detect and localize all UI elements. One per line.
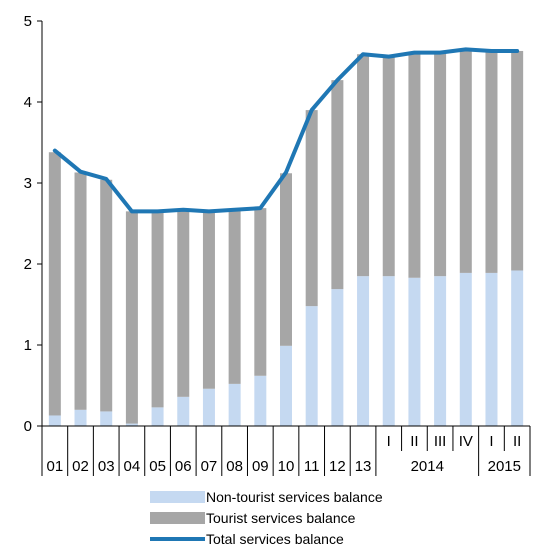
bar-tourist	[228, 210, 241, 384]
legend-label: Total services balance	[206, 531, 344, 547]
bars	[48, 49, 524, 426]
bar-non-tourist	[48, 415, 61, 426]
x-tick-label: 12	[329, 458, 346, 475]
bar-tourist	[331, 80, 344, 290]
bar-non-tourist	[357, 276, 370, 426]
bar-non-tourist	[74, 409, 87, 426]
y-tick-label: 4	[24, 94, 32, 111]
legend-swatch	[150, 512, 205, 524]
bar-tourist	[459, 49, 472, 273]
bar-non-tourist	[331, 289, 344, 426]
x-tick-label: 07	[201, 458, 218, 475]
total-services-line	[52, 47, 520, 214]
bar-tourist	[305, 110, 318, 307]
bar-tourist	[74, 172, 87, 410]
bar-tourist	[202, 212, 215, 389]
bar-non-tourist	[202, 388, 215, 426]
x-tick-label: II	[513, 433, 521, 450]
bar-non-tourist	[434, 276, 447, 426]
x-tick-label: 02	[72, 458, 89, 475]
bar-tourist	[280, 173, 292, 346]
bar-tourist	[48, 152, 61, 416]
bar-tourist	[177, 210, 190, 397]
bar-non-tourist	[151, 407, 164, 426]
bar-non-tourist	[511, 270, 524, 426]
x-tick-label: I	[387, 433, 391, 450]
y-tick-label: 2	[24, 256, 32, 273]
x-tick-label: 01	[46, 458, 63, 475]
bar-non-tourist	[459, 272, 472, 426]
bar-tourist	[125, 211, 138, 424]
legend-swatch	[150, 491, 205, 503]
x-tick-label: 04	[124, 458, 141, 475]
x-tick-label: 05	[149, 458, 166, 475]
bar-tourist	[382, 56, 395, 277]
bar-non-tourist	[485, 272, 498, 426]
x-tick-label: 09	[252, 458, 269, 475]
x-tick-label: 08	[226, 458, 243, 475]
bar-tourist	[511, 50, 524, 271]
x-group-label: 2015	[488, 458, 521, 475]
y-tick-label: 0	[24, 418, 32, 435]
y-tick-label: 1	[24, 337, 32, 354]
bar-tourist	[254, 208, 267, 376]
x-tick-label: IV	[459, 433, 473, 450]
bar-non-tourist	[305, 306, 318, 426]
x-tick-label: 11	[304, 458, 320, 475]
x-tick-label: II	[410, 433, 418, 450]
bar-non-tourist	[228, 383, 241, 426]
legend-label: Non-tourist services balance	[206, 489, 383, 505]
bar-non-tourist	[254, 375, 267, 426]
y-tick-label: 5	[24, 13, 32, 30]
bar-non-tourist	[100, 411, 113, 426]
bar-non-tourist	[408, 277, 421, 426]
total-line	[52, 47, 520, 214]
x-tick-label: 06	[175, 458, 192, 475]
x-axis: 01 02 03 04 05 06 07 08 09 10 11 12 13I II III IV I II201…	[41, 425, 531, 476]
bar-tourist	[408, 52, 421, 278]
legend: Non-tourist services balance Tourist serv…	[150, 489, 383, 547]
bar-tourist	[434, 52, 447, 277]
bar-non-tourist	[177, 396, 190, 426]
x-tick-label: III	[434, 433, 447, 450]
bar-tourist	[151, 212, 164, 408]
y-axis: 0 1 2 3 4 5	[24, 13, 43, 435]
legend-label: Tourist services balance	[206, 510, 356, 526]
bar-non-tourist	[280, 345, 292, 426]
x-tick-label: 03	[98, 458, 115, 475]
x-tick-label: 13	[355, 458, 372, 475]
bar-non-tourist	[125, 423, 138, 426]
x-tick-label: I	[489, 433, 493, 450]
bar-tourist	[100, 179, 113, 412]
x-group-label: 2014	[411, 458, 444, 475]
bar-tourist	[485, 50, 498, 273]
bar-tourist	[357, 54, 370, 277]
x-tick-label: 10	[278, 458, 295, 475]
y-tick-label: 3	[24, 175, 32, 192]
bar-non-tourist	[382, 276, 395, 426]
